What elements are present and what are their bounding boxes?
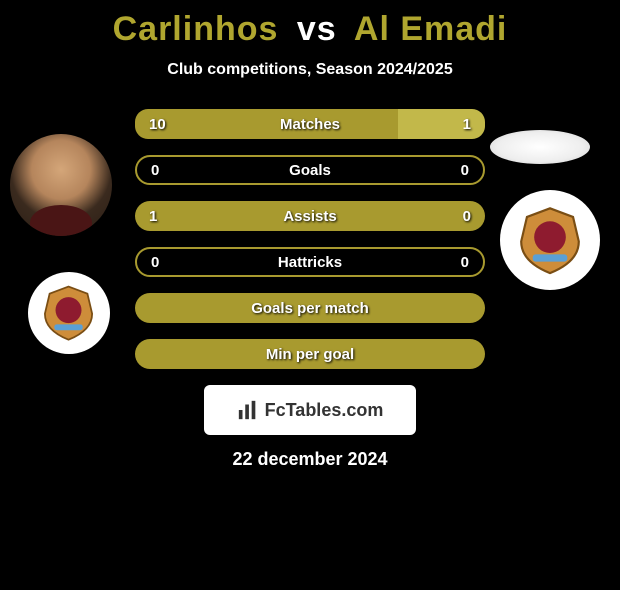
stat-value-right: 0 xyxy=(461,254,469,271)
stat-value-left: 0 xyxy=(151,254,159,271)
stat-value-right: 0 xyxy=(461,162,469,179)
stat-row: Goals per match xyxy=(135,293,485,323)
player1-avatar xyxy=(10,134,112,236)
comparison-title: Carlinhos vs Al Emadi xyxy=(0,10,620,49)
stat-value-left: 10 xyxy=(149,116,166,133)
player2-name: Al Emadi xyxy=(354,10,507,48)
bar-fill-left xyxy=(135,109,398,139)
stat-value-right: 0 xyxy=(463,208,471,225)
stat-value-left: 1 xyxy=(149,208,157,225)
stat-metric-label: Hattricks xyxy=(278,254,342,271)
stat-metric-label: Goals xyxy=(289,162,331,179)
vs-label: vs xyxy=(297,10,337,48)
bar-fill-right xyxy=(398,109,486,139)
player1-name: Carlinhos xyxy=(113,10,279,48)
player2-club-badge xyxy=(500,190,600,290)
stat-row: 0 0 Goals xyxy=(135,155,485,185)
stat-row: 10 1 Matches xyxy=(135,109,485,139)
stat-metric-label: Goals per match xyxy=(251,300,369,317)
stat-metric-label: Matches xyxy=(280,116,340,133)
stat-metric-label: Assists xyxy=(283,208,336,225)
club-crest-icon xyxy=(39,283,98,342)
brand-label: FcTables.com xyxy=(265,400,384,421)
chart-icon xyxy=(237,399,259,421)
stats-container: 101Matches00Goals10Assists00HattricksGoa… xyxy=(135,109,485,369)
date-label: 22 december 2024 xyxy=(0,449,620,470)
stat-value-right: 1 xyxy=(463,116,471,133)
brand-logo: FcTables.com xyxy=(204,385,416,435)
subtitle: Club competitions, Season 2024/2025 xyxy=(0,61,620,79)
stat-metric-label: Min per goal xyxy=(266,346,354,363)
player2-avatar xyxy=(490,130,590,164)
club-crest-icon xyxy=(514,204,586,276)
stat-row: 1 0 Assists xyxy=(135,201,485,231)
stat-row: 0 0 Hattricks xyxy=(135,247,485,277)
stat-value-left: 0 xyxy=(151,162,159,179)
player1-club-badge xyxy=(28,272,110,354)
stat-row: Min per goal xyxy=(135,339,485,369)
